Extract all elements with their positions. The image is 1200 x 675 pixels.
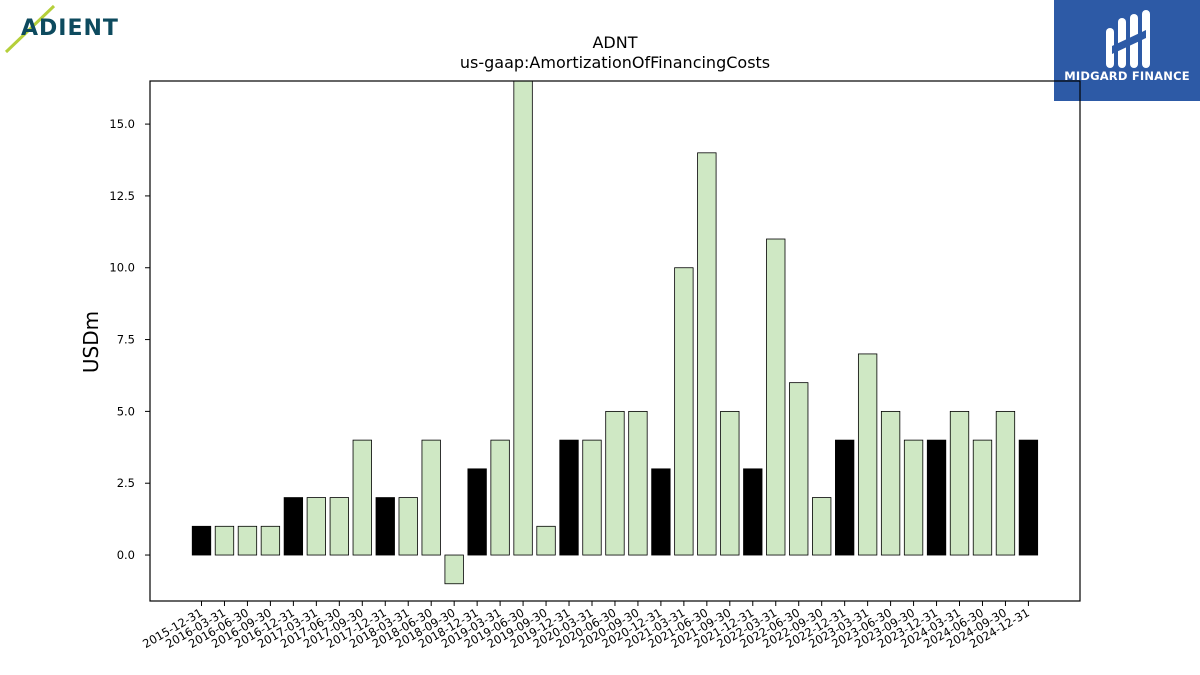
bar-2018-12-31 [467,468,487,556]
y-tick-label: 15.0 [109,117,135,131]
bar-2023-06-30 [880,410,901,556]
adient-logo: ADIENT [0,0,140,60]
bar-2021-03-31 [674,267,694,556]
bar-2019-06-30 [513,80,533,556]
bar-2024-12-31 [1018,439,1039,556]
bar-2023-03-31 [857,353,878,556]
bar-2017-09-30 [352,439,372,556]
bar-2018-03-31 [398,497,418,556]
midgard-emblem-icon [1106,10,1150,68]
bar-2022-09-30 [812,497,832,556]
y-tick-label: 10.0 [109,261,135,275]
bar-2016-03-31 [214,525,235,556]
bar-2019-03-31 [490,439,510,556]
adient-accent-mark [4,4,56,54]
bar-2023-09-30 [903,439,924,556]
y-tick-label: 2.5 [117,476,135,490]
bar-2023-12-31 [926,439,947,556]
y-tick-label: 7.5 [117,333,135,347]
y-tick-label: 5.0 [117,404,135,418]
chart-title: ADNT [592,33,637,52]
adient-logo-text: ADIENT [21,16,119,41]
bar-2020-06-30 [605,410,625,556]
bar-2024-03-31 [949,410,970,556]
bar-2017-06-30 [329,497,349,556]
bar-2019-12-31 [559,439,579,556]
bar-2021-12-31 [743,468,763,556]
bar-group [191,80,1039,585]
bar-2020-03-31 [582,439,602,556]
x-axis-ticks: 2015-12-312016-03-312016-06-302016-09-30… [140,601,1032,651]
bar-2024-09-30 [995,410,1016,556]
y-tick-label: 0.0 [117,548,135,562]
bar-2017-12-31 [375,497,395,556]
bar-2016-09-30 [260,525,281,556]
bar-2020-09-30 [628,410,648,556]
bar-2022-06-30 [789,382,809,556]
chart-subtitle: us-gaap:AmortizationOfFinancingCosts [460,53,770,72]
bar-2021-09-30 [720,410,740,556]
bar-2022-03-31 [766,238,786,556]
bar-2019-09-30 [536,525,556,556]
bar-2017-03-31 [306,497,327,556]
bar-2021-06-30 [697,152,717,556]
bar-2020-12-31 [651,468,671,556]
midgard-finance-logo: MIDGARD FINANCE [1054,0,1200,101]
y-axis-ticks: 0.0 2.5 5.0 7.5 10.0 12.5 15.0 [109,117,150,562]
bar-2022-12-31 [835,439,855,556]
bar-2016-12-31 [283,497,304,556]
plot-frame [149,80,1081,602]
bar-2018-06-30 [421,439,441,556]
bar-2018-09-30 [444,554,464,585]
y-axis-label: USDm [79,311,103,373]
midgard-logo-text: MIDGARD FINANCE [1064,69,1190,83]
bar-2016-06-30 [237,525,258,556]
bar-2015-12-31 [191,525,212,556]
y-tick-label: 12.5 [109,189,135,203]
bar-2024-06-30 [972,439,993,556]
